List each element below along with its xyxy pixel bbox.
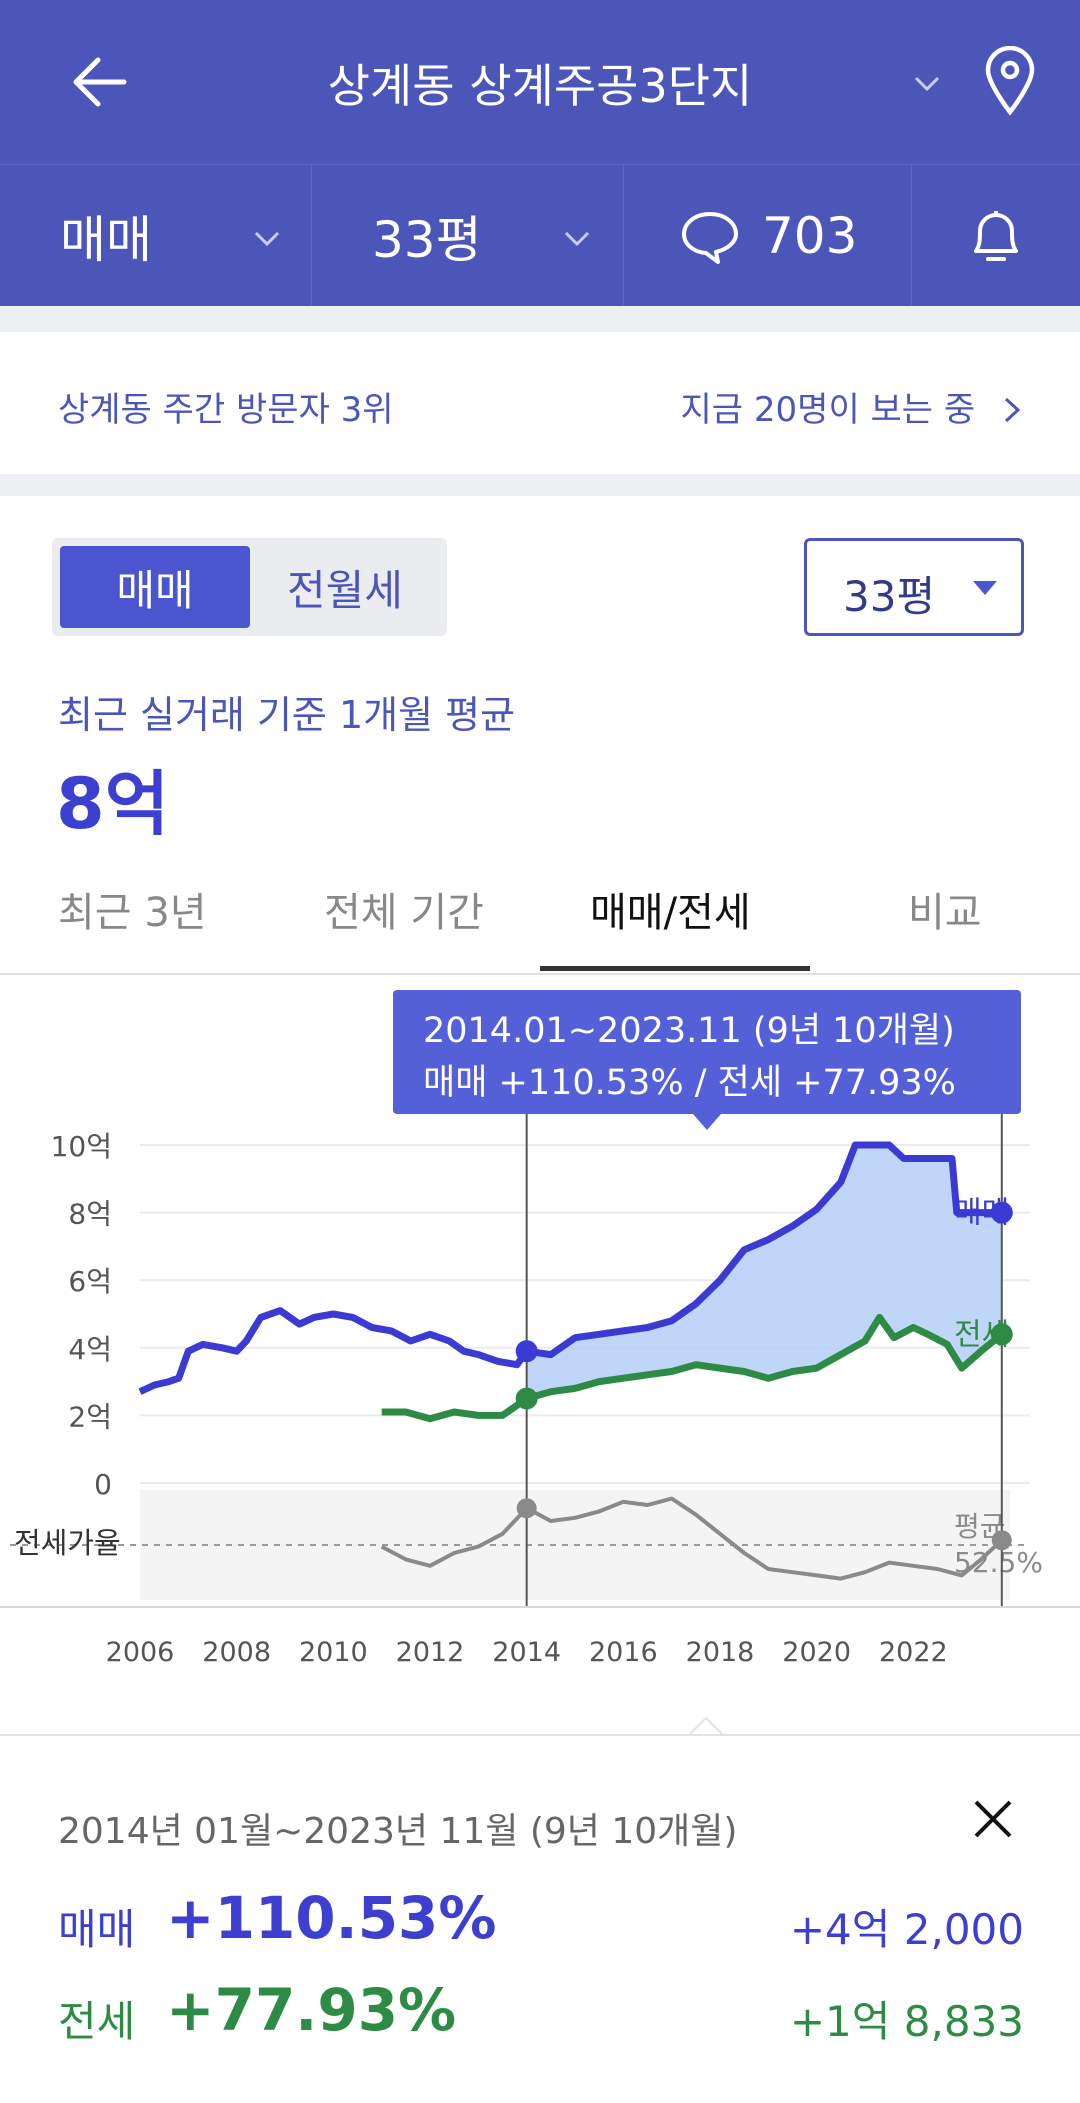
trade-type-label: 매매 — [60, 211, 152, 269]
x-tick-label: 2016 — [589, 1637, 658, 1668]
filter-bar: 매매 33평 703 — [0, 164, 1080, 307]
ratio-label: 전세가율 — [14, 1526, 121, 1560]
tab-sale-jeonse[interactable]: 매매/전세 — [590, 890, 751, 936]
series-line-ratio — [380, 1496, 1004, 1581]
tab-all-period[interactable]: 전체 기간 — [324, 890, 484, 936]
selection-fill-area — [526, 1145, 1002, 1399]
visitor-rank: 상계동 주간 방문자 3위 — [58, 390, 394, 430]
x-tick-label: 2014 — [492, 1637, 561, 1668]
y-tick-label: 6억 — [68, 1265, 112, 1298]
summary-value: 8억 — [56, 763, 170, 845]
x-tick-label: 2018 — [686, 1637, 755, 1668]
x-tick-label: 2008 — [202, 1637, 271, 1668]
size-dropdown-value: 33평 — [843, 572, 936, 621]
x-tick-label: 2022 — [879, 1637, 948, 1668]
sale-marker — [990, 1201, 1013, 1224]
y-tick-label: 8억 — [68, 1198, 112, 1231]
viewing-now[interactable]: 지금 20명이 보는 중 — [681, 382, 1024, 431]
size-label: 33평 — [372, 211, 482, 269]
comments-button[interactable]: 703 — [680, 165, 910, 307]
sale-marker — [515, 1340, 538, 1363]
range-tooltip: 2014.01~2023.11 (9년 10개월) 매매 +110.53% / … — [393, 990, 1021, 1130]
divider — [623, 165, 624, 307]
x-tick-label: 2012 — [396, 1637, 465, 1668]
trade-segment: 매매 전월세 — [52, 538, 447, 636]
result-sale-pct: +110.53% — [166, 1884, 497, 1952]
tab-compare[interactable]: 비교 — [908, 890, 982, 936]
size-select[interactable]: 33평 — [372, 165, 622, 307]
divider — [911, 165, 912, 307]
y-tick-label: 0 — [94, 1468, 112, 1501]
y-tick-label: 10억 — [51, 1130, 112, 1163]
section-gap — [0, 306, 1080, 332]
result-jeonse-amount: +1억 8,833 — [789, 1997, 1024, 2046]
chevron-down-icon — [254, 231, 280, 247]
page-title[interactable]: 상계동 상계주공3단지 — [327, 59, 753, 113]
section-gap — [0, 474, 1080, 496]
trade-type-select[interactable]: 매매 — [60, 165, 310, 307]
tab-recent-3y[interactable]: 최근 3년 — [58, 890, 207, 936]
back-arrow-icon[interactable] — [64, 46, 136, 118]
result-jeonse-label: 전세 — [58, 1997, 136, 2046]
result-jeonse-pct: +77.93% — [166, 1976, 457, 2044]
series-label-jeonse: 전세 — [954, 1317, 1009, 1352]
size-dropdown[interactable]: 33평 — [804, 538, 1024, 636]
caret-down-icon — [973, 581, 997, 595]
result-jeonse-row: 전세 +77.93% +1억 8,833 — [0, 1976, 1080, 2066]
segment-sale[interactable]: 매매 — [60, 546, 250, 628]
tooltip-notch — [693, 1114, 721, 1130]
tooltip-period: 2014.01~2023.11 (9년 10개월) — [423, 1011, 955, 1051]
series-line-sale — [138, 1141, 1002, 1395]
divider — [311, 165, 312, 307]
ratio-marker — [991, 1530, 1012, 1551]
result-sale-amount: +4억 2,000 — [789, 1905, 1024, 1954]
top-bar: 상계동 상계주공3단지 — [0, 0, 1080, 164]
series-line-jeonse — [381, 1313, 1005, 1423]
bell-icon[interactable] — [966, 207, 1026, 269]
result-period: 2014년 01월~2023년 11월 (9년 10개월) — [58, 1811, 738, 1852]
result-sale-row: 매매 +110.53% +4억 2,000 — [0, 1884, 1080, 1974]
active-tab-indicator — [540, 966, 810, 971]
segment-rent[interactable]: 전월세 — [287, 565, 403, 615]
divider — [0, 973, 1080, 975]
jeonse-marker — [990, 1323, 1013, 1346]
speech-bubble-icon — [682, 212, 738, 264]
x-tick-label: 2010 — [299, 1637, 368, 1668]
x-tick-label: 2006 — [106, 1637, 175, 1668]
panel-notch — [689, 1716, 723, 1735]
series-label-sale: 매매 — [954, 1196, 1009, 1231]
chevron-down-icon — [564, 231, 590, 247]
chevron-down-icon[interactable] — [910, 66, 944, 100]
y-tick-label: 2억 — [68, 1400, 112, 1433]
average-value: 52.5% — [954, 1546, 1043, 1579]
viewing-now-text: 지금 20명이 보는 중 — [680, 390, 976, 430]
comment-count: 703 — [762, 207, 858, 265]
visitor-banner[interactable]: 상계동 주간 방문자 3위 지금 20명이 보는 중 — [0, 332, 1080, 474]
close-icon[interactable] — [970, 1796, 1016, 1842]
jeonse-marker — [515, 1387, 538, 1410]
ratio-marker — [516, 1498, 537, 1519]
result-panel: 2014년 01월~2023년 11월 (9년 10개월) 매매 +110.53… — [0, 1734, 1080, 2103]
summary-basis: 최근 실거래 기준 1개월 평균 — [58, 693, 516, 737]
map-pin-icon[interactable] — [982, 46, 1038, 118]
x-tick-label: 2020 — [782, 1637, 851, 1668]
chevron-right-icon — [1004, 397, 1021, 423]
y-tick-label: 4억 — [68, 1333, 112, 1366]
tooltip-change: 매매 +110.53% / 전세 +77.93% — [423, 1063, 956, 1103]
result-sale-label: 매매 — [58, 1905, 136, 1954]
